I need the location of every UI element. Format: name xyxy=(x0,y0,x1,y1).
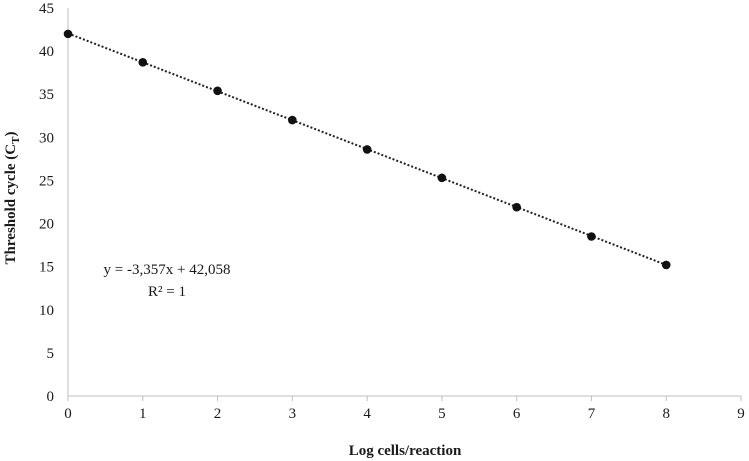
trendline-equation: y = -3,357x + 42,058 xyxy=(104,262,231,278)
x-tick-label: 2 xyxy=(214,406,222,422)
data-point xyxy=(213,86,222,96)
y-tick-label: 40 xyxy=(39,44,54,60)
data-point xyxy=(63,29,73,39)
r-squared-label: R² = 1 xyxy=(148,284,186,300)
y-axis-title: Threshold cycle (CT) xyxy=(3,132,22,265)
x-tick-label: 1 xyxy=(139,406,147,422)
x-tick-label: 4 xyxy=(363,406,371,422)
data-point xyxy=(437,173,447,183)
data-point xyxy=(661,260,671,270)
y-tick-label: 5 xyxy=(47,346,55,362)
labels: y = -3,357x + 42,058 R² = 1 Log cells/re… xyxy=(3,132,462,459)
x-tick-label: 3 xyxy=(289,406,297,422)
y-tick-label: 0 xyxy=(47,389,55,405)
x-tick-label: 0 xyxy=(64,406,72,422)
y-axis-title-sub: T xyxy=(10,136,22,144)
x-tick-label: 9 xyxy=(737,406,745,422)
y-tick-label: 45 xyxy=(39,1,54,17)
y-tick-label: 10 xyxy=(39,303,54,319)
x-tick-label: 5 xyxy=(438,406,446,422)
y-axis-title-close: ) xyxy=(3,132,19,137)
data-point xyxy=(587,232,596,241)
y-tick-label: 15 xyxy=(39,260,54,276)
data-point xyxy=(512,202,521,212)
data-point xyxy=(288,115,297,125)
data-point xyxy=(138,58,148,67)
y-tick-label: 25 xyxy=(39,173,54,189)
x-tick-label: 6 xyxy=(513,406,521,422)
y-tick-label: 30 xyxy=(39,130,54,146)
y-tick-label: 20 xyxy=(39,217,54,233)
y-tick-label: 35 xyxy=(39,87,54,103)
y-axis-title-main: Threshold cycle (C xyxy=(3,144,19,265)
x-tick-label: 7 xyxy=(588,406,596,422)
x-axis-title: Log cells/reaction xyxy=(349,443,462,459)
data-point xyxy=(362,145,372,154)
data-points xyxy=(63,29,671,270)
x-tick-label: 8 xyxy=(662,406,670,422)
